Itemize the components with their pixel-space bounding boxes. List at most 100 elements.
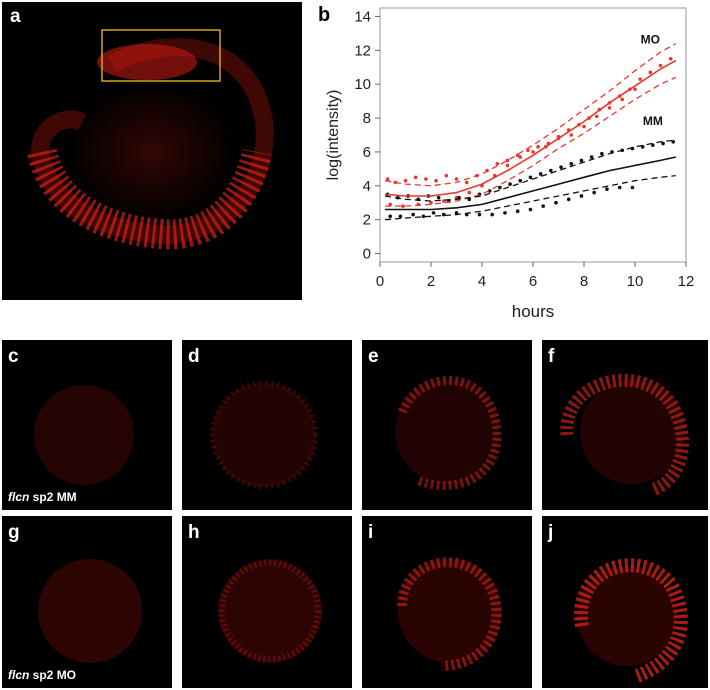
scatter-point bbox=[541, 204, 545, 208]
scatter-point bbox=[536, 145, 540, 149]
series-line bbox=[384, 43, 677, 187]
zoom-region-box bbox=[101, 29, 221, 82]
scatter-point bbox=[528, 207, 533, 212]
scatter-point bbox=[515, 209, 520, 213]
panel-a-micrograph: a bbox=[2, 2, 302, 300]
y-tick-label: 6 bbox=[363, 144, 371, 161]
scatter-point bbox=[398, 214, 403, 219]
scatter-point bbox=[421, 214, 426, 219]
scatter-point bbox=[508, 182, 512, 186]
x-tick-label: 8 bbox=[580, 273, 588, 290]
scatter-point bbox=[424, 177, 428, 181]
x-tick-label: 10 bbox=[627, 273, 644, 290]
panel-letter-j: j bbox=[548, 522, 554, 543]
scatter-point bbox=[454, 211, 459, 215]
panel-e-micrograph: e bbox=[362, 340, 532, 510]
scatter-point bbox=[605, 187, 609, 191]
panel-j-micrograph: j bbox=[542, 516, 708, 688]
scatter-point bbox=[638, 77, 642, 81]
scatter-point bbox=[385, 177, 390, 181]
panel-c-embryo-image bbox=[34, 385, 134, 485]
scatter-point bbox=[630, 185, 635, 190]
scatter-point bbox=[401, 204, 405, 208]
scatter-point bbox=[566, 197, 571, 202]
scatter-point bbox=[436, 195, 441, 200]
scatter-point bbox=[487, 189, 492, 193]
scatter-point bbox=[600, 151, 604, 156]
panel-f-embryo-image bbox=[560, 373, 689, 497]
intensity-chart: 0 2 4 6 8 10 12 0 2 4 6 8 10 12 14 hours log(intensity) M… bbox=[325, 7, 695, 321]
y-tick-label: 8 bbox=[363, 110, 371, 127]
scatter-point bbox=[658, 63, 663, 68]
scatter-point bbox=[579, 194, 584, 198]
scatter-point bbox=[403, 178, 408, 183]
x-tick-label: 2 bbox=[427, 273, 435, 290]
scatter-point bbox=[668, 57, 673, 61]
scatter-point bbox=[490, 212, 494, 217]
panel-letter-e: e bbox=[368, 346, 379, 367]
x-tick-label: 4 bbox=[478, 273, 486, 290]
panel-letter-a: a bbox=[10, 6, 21, 27]
panel-letter-b: b bbox=[318, 4, 331, 26]
scatter-point bbox=[467, 190, 472, 195]
x-tick-label: 12 bbox=[678, 273, 695, 290]
scatter-point bbox=[569, 133, 574, 137]
scatter-point bbox=[431, 211, 436, 215]
series-line bbox=[385, 59, 677, 197]
panel-letter-f: f bbox=[548, 346, 555, 367]
series-line bbox=[384, 139, 676, 202]
panel-letter-c: c bbox=[8, 346, 19, 367]
panel-i-micrograph: i bbox=[362, 516, 532, 688]
scatter-point bbox=[607, 106, 612, 110]
scatter-point bbox=[592, 190, 596, 195]
scatter-point bbox=[518, 155, 523, 159]
panel-letter-i: i bbox=[368, 522, 374, 543]
series-annotation: MO bbox=[641, 33, 660, 47]
x-tick-label: 6 bbox=[529, 273, 537, 290]
panel-e-embryo-image bbox=[395, 375, 502, 491]
scatter-point bbox=[429, 200, 433, 205]
y-axis-label: log(intensity) bbox=[325, 90, 342, 181]
y-tick-label: 0 bbox=[363, 246, 371, 263]
panel-h-micrograph: h bbox=[182, 516, 352, 688]
caption-suffix: sp2 MO bbox=[29, 668, 77, 682]
panel-g-embryo-image bbox=[38, 559, 142, 663]
scatter-point bbox=[528, 175, 533, 180]
scatter-point bbox=[388, 214, 392, 219]
caption-suffix: sp2 MM bbox=[29, 490, 77, 504]
series-line bbox=[385, 76, 677, 207]
panel-a-embryo-image bbox=[27, 29, 274, 250]
panel-d-micrograph: d bbox=[182, 340, 352, 510]
y-tick-label: 10 bbox=[354, 76, 371, 93]
scatter-point bbox=[411, 212, 415, 217]
scatter-point bbox=[454, 177, 459, 181]
scatter-point bbox=[477, 212, 482, 217]
scatter-point bbox=[498, 185, 502, 190]
gene-name: flcn bbox=[8, 668, 30, 682]
scatter-point bbox=[579, 158, 584, 163]
panel-i-embryo-image bbox=[397, 557, 502, 671]
scatter-point bbox=[413, 175, 418, 180]
scatter-point bbox=[569, 161, 574, 166]
scatter-point bbox=[441, 212, 446, 217]
scatter-point bbox=[648, 70, 653, 75]
scatter-point bbox=[495, 161, 500, 166]
scatter-point bbox=[464, 180, 469, 185]
panel-f-micrograph: f bbox=[542, 340, 708, 510]
scatter-point bbox=[594, 114, 599, 119]
scatter-point bbox=[388, 202, 392, 207]
y-tick-label: 12 bbox=[354, 42, 371, 59]
y-tick-label: 14 bbox=[354, 8, 371, 25]
panel-letter-d: d bbox=[188, 346, 200, 367]
panel-g-caption: flcn sp2 MO bbox=[8, 668, 76, 682]
scatter-point bbox=[554, 200, 558, 205]
y-tick-label: 2 bbox=[363, 212, 371, 229]
scatter-point bbox=[441, 199, 446, 203]
series-annotation: MM bbox=[643, 114, 663, 128]
panel-g-micrograph: g flcn sp2 MO bbox=[2, 516, 172, 688]
panel-h-embryo-image bbox=[218, 559, 322, 663]
panel-c-caption: flcn sp2 MM bbox=[8, 490, 77, 504]
scatter-point bbox=[549, 168, 553, 173]
y-tick-label: 4 bbox=[363, 178, 371, 195]
scatter-point bbox=[518, 178, 523, 183]
